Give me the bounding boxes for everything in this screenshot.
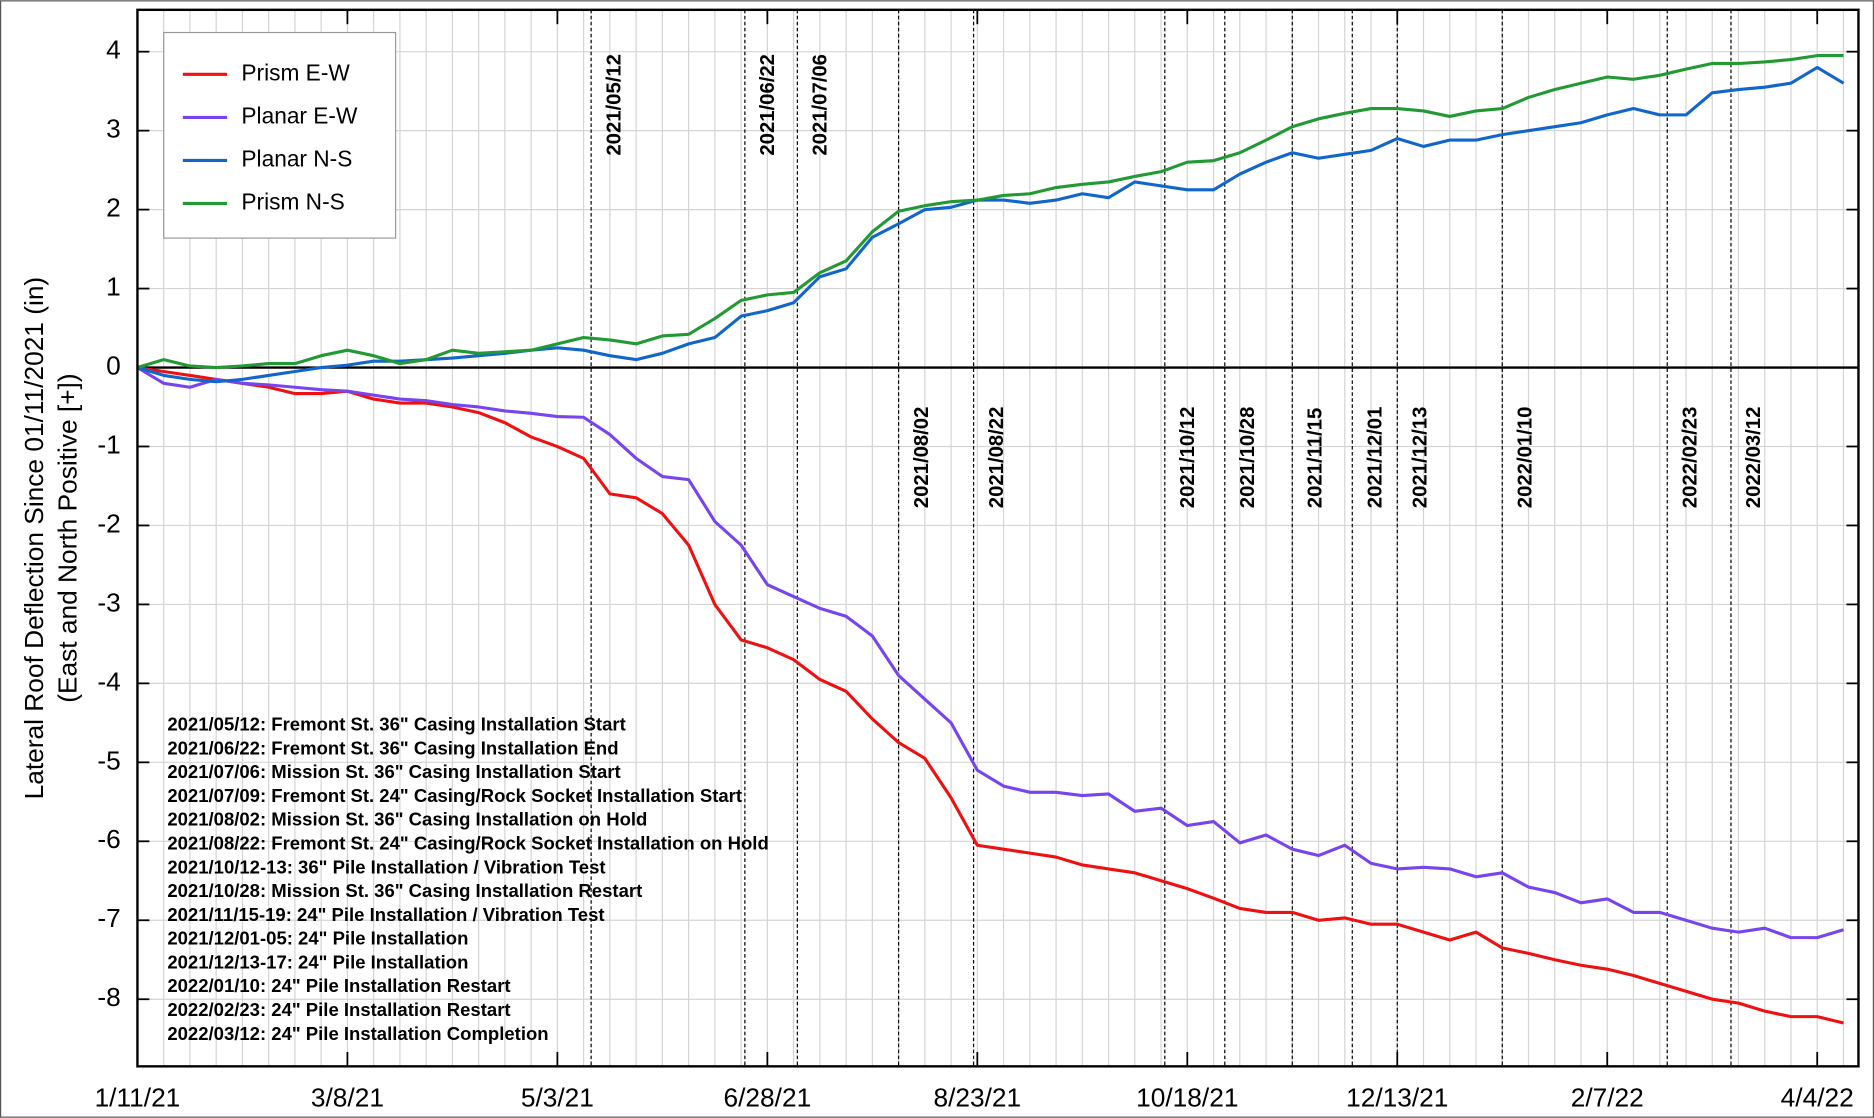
event-label: 2021/12/01: [1365, 407, 1387, 509]
x-tick-label: 2/7/22: [1571, 1083, 1644, 1113]
x-tick-label: 8/23/21: [933, 1083, 1021, 1113]
event-label: 2021/10/12: [1177, 407, 1199, 509]
x-tick-label: 3/8/21: [311, 1083, 384, 1113]
event-label: 2022/03/12: [1743, 407, 1765, 509]
y-tick-label: 3: [106, 114, 121, 144]
annotation: 2021/05/12: Fremont St. 36" Casing Insta…: [167, 714, 625, 735]
legend-label: Planar E-W: [241, 102, 358, 128]
legend-label: Prism N-S: [241, 188, 344, 214]
y-tick-label: -6: [97, 824, 120, 854]
event-label: 2021/06/22: [757, 54, 779, 156]
annotation: 2021/10/28: Mission St. 36" Casing Insta…: [167, 880, 642, 901]
event-label: 2021/11/15: [1305, 408, 1327, 508]
series-line: [136, 366, 1844, 940]
series-line: [137, 365, 1844, 1025]
y-tick-label: 1: [106, 272, 121, 302]
annotation: 2021/07/09: Fremont St. 24" Casing/Rock …: [167, 785, 742, 806]
event-label: 2021/07/06: [810, 54, 832, 156]
y-tick-label: -2: [97, 508, 120, 538]
x-tick-label: 4/4/22: [1781, 1083, 1854, 1113]
y-tick-label: -5: [97, 745, 120, 775]
y-axis-title: Lateral Roof Deflection Since 01/11/2021…: [19, 277, 49, 800]
annotation: 2022/03/12: 24" Pile Installation Comple…: [167, 1023, 548, 1044]
event-label: 2021/05/12: [603, 54, 625, 156]
annotation: 2021/07/06: Mission St. 36" Casing Insta…: [167, 761, 620, 782]
annotation: 2021/12/01-05: 24" Pile Installation: [167, 928, 468, 949]
annotation: 2021/10/12-13: 36" Pile Installation / V…: [167, 856, 605, 877]
y-tick-label: -7: [97, 903, 120, 933]
annotation: 2021/11/15-19: 24" Pile Installation / V…: [167, 904, 604, 925]
annotation: 2021/06/22: Fremont St. 36" Casing Insta…: [167, 737, 618, 758]
event-label: 2021/08/02: [911, 407, 933, 509]
series-line: [136, 54, 1844, 370]
annotation: 2021/08/22: Fremont St. 24" Casing/Rock …: [167, 833, 768, 854]
y-tick-label: 4: [106, 35, 121, 65]
y-tick-label: 0: [106, 350, 121, 380]
x-tick-label: 5/3/21: [521, 1083, 594, 1113]
annotation: 2022/02/23: 24" Pile Installation Restar…: [167, 999, 510, 1020]
y-tick-label: -4: [97, 666, 120, 696]
annotation: 2021/12/13-17: 24" Pile Installation: [167, 951, 468, 972]
y-axis-subtitle: (East and North Positive [+]): [52, 373, 82, 702]
y-tick-label: -8: [97, 982, 120, 1012]
x-tick-label: 10/18/21: [1136, 1083, 1238, 1113]
y-tick-label: -3: [97, 587, 120, 617]
annotation: 2021/08/02: Mission St. 36" Casing Insta…: [167, 809, 647, 830]
legend-label: Prism E-W: [241, 59, 350, 85]
x-tick-label: 12/13/21: [1346, 1083, 1448, 1113]
y-tick-label: 2: [106, 193, 121, 223]
y-tick-label: -1: [97, 429, 120, 459]
x-tick-label: 1/11/21: [95, 1083, 181, 1113]
legend-label: Planar N-S: [241, 145, 352, 171]
annotation: 2022/01/10: 24" Pile Installation Restar…: [167, 975, 510, 996]
event-label: 2022/01/10: [1515, 407, 1537, 509]
x-tick-label: 6/28/21: [724, 1083, 812, 1113]
event-label: 2022/02/23: [1680, 407, 1702, 509]
event-label: 2021/10/28: [1237, 407, 1259, 509]
event-label: 2021/08/22: [986, 407, 1008, 509]
plot-frame: [136, 8, 1860, 1068]
event-label: 2021/12/13: [1410, 407, 1432, 509]
